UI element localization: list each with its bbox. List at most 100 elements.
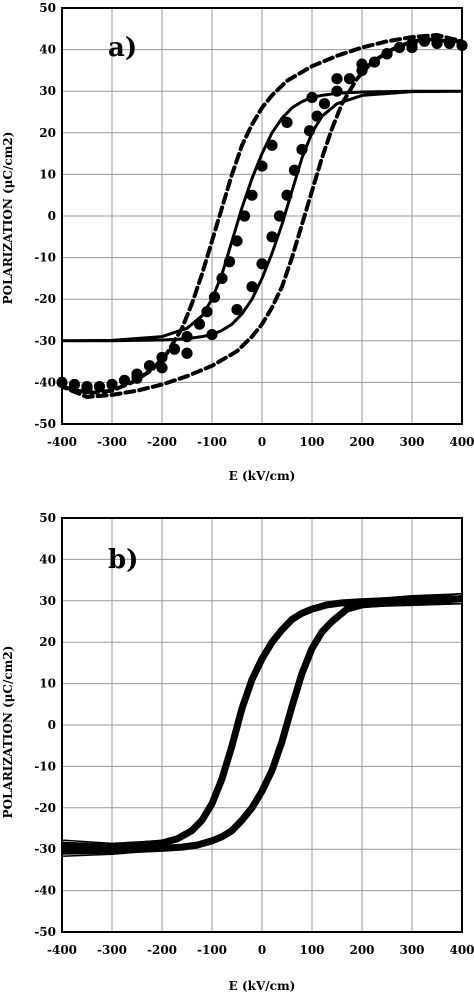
data-point: [266, 139, 278, 151]
data-point: [216, 272, 228, 284]
data-point: [296, 143, 308, 156]
data-point: [381, 48, 393, 60]
data-point: [356, 64, 368, 76]
data-point: [281, 189, 293, 201]
y-tick-label: -10: [34, 759, 56, 773]
data-point: [156, 351, 168, 364]
y-tick-label: 40: [39, 552, 56, 566]
panel-label: b): [108, 545, 138, 575]
data-point: [343, 73, 356, 85]
y-tick-label: -20: [34, 801, 56, 815]
grid: [61, 7, 463, 425]
y-tick-label: 30: [39, 594, 56, 608]
series-line-dashed: [62, 33, 462, 399]
y-axis-title: POLARIZATION (μC/cm2): [1, 646, 15, 819]
data-point: [208, 291, 221, 303]
x-tick-label: 100: [299, 943, 324, 957]
data-point: [306, 91, 318, 104]
x-tick-label: 200: [349, 435, 374, 449]
data-point: [331, 85, 343, 97]
data-point: [393, 41, 406, 54]
data-point: [206, 328, 218, 341]
data-point: [288, 164, 301, 176]
data-point: [331, 73, 343, 85]
series-line-trace: [62, 593, 462, 848]
data-point: [431, 35, 443, 47]
y-tick-label: -40: [34, 884, 56, 898]
x-tick-label: -300: [97, 943, 127, 957]
grid: [61, 517, 463, 933]
data-point: [81, 383, 93, 395]
y-tick-label: -20: [34, 292, 56, 306]
x-tick-label: 400: [449, 943, 474, 957]
data-point: [406, 37, 418, 49]
series-line-solid: [62, 89, 462, 343]
x-tick-label: -100: [197, 435, 227, 449]
y-tick-label: 40: [39, 43, 56, 57]
data-point: [318, 98, 331, 110]
chart-panel-b: b) POLARIZATION (μC/cm2) E (kV/cm) -400-…: [1, 511, 474, 993]
data-point: [106, 378, 118, 391]
data-point: [246, 189, 258, 201]
x-tick-label: 300: [399, 435, 424, 449]
y-tick-label: -10: [34, 251, 56, 265]
x-tick-label: -200: [147, 943, 177, 957]
chart-panel-a: a) POLARIZATION (μC/cm2) E (kV/cm) -400-…: [1, 1, 474, 483]
y-tick-label: 0: [48, 718, 56, 732]
data-point: [231, 235, 243, 247]
y-tick-label: 10: [39, 167, 56, 181]
data-point: [193, 318, 206, 330]
x-tick-label: 200: [349, 943, 374, 957]
y-tick-label: -50: [34, 925, 56, 939]
data-point: [143, 360, 156, 372]
plot-frame: [61, 7, 463, 425]
data-point: [256, 258, 268, 270]
y-tick-label: -50: [34, 417, 56, 431]
y-axis-title: POLARIZATION (μC/cm2): [1, 132, 15, 305]
data-point: [223, 256, 236, 268]
y-tick-label: 50: [39, 1, 56, 15]
x-tick-label: 300: [399, 943, 424, 957]
y-tick-label: -30: [34, 842, 56, 856]
data-point: [181, 347, 193, 359]
x-tick-label: 0: [258, 435, 266, 449]
y-tick-label: -40: [34, 375, 56, 389]
data-point: [131, 372, 143, 384]
x-axis-title: E (kV/cm): [229, 979, 296, 993]
plot-frame: [61, 517, 463, 933]
data-point: [281, 116, 293, 128]
data-point: [181, 331, 193, 343]
data-point: [93, 380, 106, 393]
data-point: [118, 374, 131, 386]
y-tick-label: 30: [39, 84, 56, 98]
data-point: [456, 39, 468, 52]
panel-label: a): [108, 33, 137, 63]
x-tick-label: -400: [47, 943, 77, 957]
x-tick-label: -100: [197, 943, 227, 957]
data-point: [311, 110, 323, 122]
data-point: [368, 56, 381, 68]
x-tick-label: -300: [97, 435, 127, 449]
x-tick-label: -400: [47, 435, 77, 449]
data-point: [201, 306, 213, 318]
y-tick-label: 20: [39, 126, 56, 140]
x-tick-label: 400: [449, 435, 474, 449]
data-point: [303, 125, 316, 137]
data-point: [68, 378, 81, 391]
x-axis-title: E (kV/cm): [229, 469, 296, 483]
data-point: [266, 231, 278, 243]
x-tick-label: 0: [258, 943, 266, 957]
x-tick-label: -200: [147, 435, 177, 449]
data-point: [168, 343, 181, 355]
data-point: [256, 160, 268, 172]
series-dots: [56, 35, 468, 395]
data-point: [156, 362, 168, 374]
y-tick-label: 0: [48, 209, 56, 223]
data-point: [273, 210, 286, 222]
data-point: [418, 35, 431, 47]
y-tick-label: 10: [39, 677, 56, 691]
data-point: [443, 37, 456, 49]
y-tick-label: -30: [34, 334, 56, 348]
y-tick-label: 50: [39, 511, 56, 525]
